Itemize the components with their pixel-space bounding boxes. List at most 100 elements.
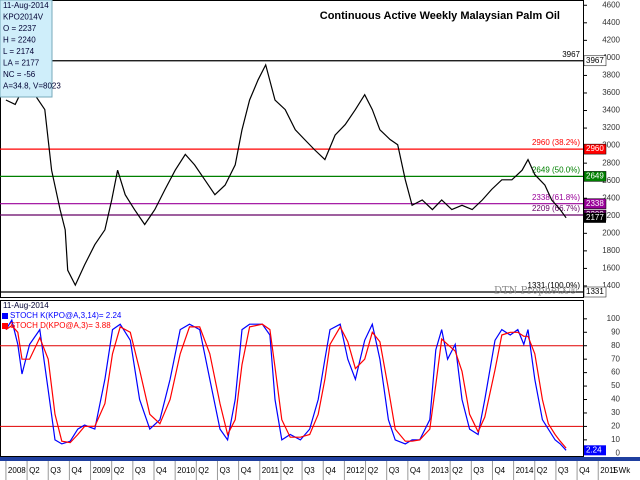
info-line: KPO2014V <box>3 13 44 22</box>
level-box <box>583 143 607 155</box>
y-tick-label: 2200 <box>602 211 620 220</box>
x-tick-label: Q4 <box>410 466 421 475</box>
x-tick-label: 2008 <box>8 466 26 475</box>
y-tick-label: 90 <box>611 327 620 336</box>
x-tick-label: Q2 <box>537 466 548 475</box>
y-tick-label: 100 <box>607 314 621 323</box>
x-tick-label: Q3 <box>389 466 400 475</box>
level-box <box>583 55 607 67</box>
legend-label: STOCH K(KPO@A,3,14)= 2.24 <box>10 311 122 320</box>
info-line: 11-Aug-2014 <box>3 1 49 10</box>
x-tick-label: Q2 <box>452 466 463 475</box>
x-tick-label: Q4 <box>241 466 252 475</box>
stoch-line <box>5 318 567 451</box>
y-tick-label: 80 <box>611 341 620 350</box>
level-label: 2209 (66.7%) <box>532 204 580 213</box>
y-tick-label: 2600 <box>602 176 620 185</box>
x-tick-label: 2010 <box>177 466 195 475</box>
info-line: O = 2237 <box>3 24 37 33</box>
info-line: H = 2240 <box>3 36 36 45</box>
y-tick-label: 4400 <box>602 18 620 27</box>
x-tick-label: Q3 <box>473 466 484 475</box>
y-tick-label: 3200 <box>602 123 620 132</box>
y-tick-label: 1800 <box>602 246 620 255</box>
y-tick-label: 3800 <box>602 71 620 80</box>
x-tick-label: Q2 <box>368 466 379 475</box>
y-tick-label: 10 <box>611 435 620 444</box>
x-tick-label: Q3 <box>558 466 569 475</box>
level-box-label: 3967 <box>586 56 604 65</box>
x-tick-label: Q2 <box>114 466 125 475</box>
stoch-value-label: 2.24 <box>586 445 602 454</box>
x-tick-label: Q4 <box>325 466 336 475</box>
x-tick-label: 2015 <box>600 466 618 475</box>
y-tick-label: 4600 <box>602 0 620 9</box>
info-line: LA = 2177 <box>3 59 40 68</box>
x-tick-label: Q3 <box>135 466 146 475</box>
y-tick-label: 1400 <box>602 281 620 290</box>
time-bar <box>0 457 640 461</box>
x-tick-label: Q4 <box>494 466 505 475</box>
chart-title: Continuous Active Weekly Malaysian Palm … <box>320 10 560 22</box>
x-tick-label: Q3 <box>219 466 230 475</box>
x-tick-label: 2012 <box>346 466 364 475</box>
y-tick-label: 2800 <box>602 158 620 167</box>
info-line: NC = -56 <box>3 70 36 79</box>
y-tick-label: 2400 <box>602 193 620 202</box>
level-label: 1331 (100.0%) <box>528 281 581 290</box>
stoch-value-box <box>584 445 606 456</box>
x-tick-label: Q4 <box>579 466 590 475</box>
level-box <box>583 171 607 182</box>
y-tick-label: 4200 <box>602 35 620 44</box>
x-tick-label: Q2 <box>283 466 294 475</box>
y-tick-label: 20 <box>611 422 620 431</box>
y-tick-label: 3600 <box>602 88 620 97</box>
x-tick-label: Q2 <box>198 466 209 475</box>
y-tick-label: 40 <box>611 395 620 404</box>
price-line <box>5 63 567 287</box>
y-tick-label: 4000 <box>602 53 620 62</box>
stoch-line <box>5 323 567 449</box>
info-line: L = 2174 <box>3 47 35 56</box>
x-tick-label: 2011 <box>262 466 280 475</box>
level-label: 2649 (50.0%) <box>532 166 580 175</box>
legend-label: STOCH D(KPO@A,3)= 3.88 <box>10 321 111 330</box>
level-box <box>583 198 607 209</box>
x-tick-label: Q3 <box>50 466 61 475</box>
y-tick-label: 60 <box>611 368 620 377</box>
x-tick-label: Q3 <box>304 466 315 475</box>
info-box <box>0 0 53 98</box>
level-box-label: 1331 <box>586 287 604 296</box>
level-label: 2960 (38.2%) <box>532 138 580 147</box>
stoch-date: 11-Aug-2014 <box>3 301 49 310</box>
y-tick-label: 70 <box>611 354 620 363</box>
x-tick-label: 2014 <box>516 466 534 475</box>
last-value-box <box>584 212 606 223</box>
y-tick-label: 30 <box>611 408 620 417</box>
level-box-label: 2338 <box>586 199 604 208</box>
stoch-panel-frame <box>0 300 584 457</box>
x-tick-label: Q4 <box>156 466 167 475</box>
x-tick-label: Q2 <box>29 466 40 475</box>
level-box-label: 2960 <box>586 144 604 153</box>
level-box-label: 2649 <box>586 172 604 181</box>
legend-swatch <box>2 313 8 319</box>
x-tick-label: 2013 <box>431 466 449 475</box>
x-tick-label: Q4 <box>71 466 82 475</box>
y-tick-label: 3000 <box>602 141 620 150</box>
plot-layer: 1400 1600 1800 2000 2200 2400 2600 2800 3000 3200… <box>0 0 621 480</box>
y-tick-label: 0 <box>616 448 621 457</box>
level-box <box>583 286 607 298</box>
y-tick-label: 3400 <box>602 106 620 115</box>
period-label: 1 Wk <box>612 466 631 475</box>
level-label: 2338 (61.8%) <box>532 193 580 202</box>
legend-swatch <box>2 323 8 329</box>
watermark: DTN ProphetX® <box>494 286 578 297</box>
y-tick-label: 1600 <box>602 264 620 273</box>
y-tick-label: 2000 <box>602 228 620 237</box>
info-line: A=34.8, V=8023 <box>3 82 61 91</box>
y-tick-label: 50 <box>611 381 620 390</box>
last-value-label: 2177 <box>586 213 604 222</box>
